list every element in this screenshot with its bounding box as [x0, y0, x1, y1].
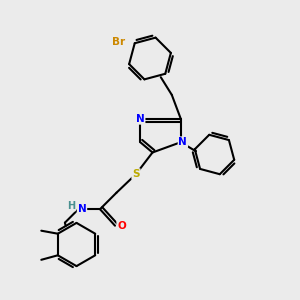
Text: N: N	[136, 114, 145, 124]
Text: H: H	[67, 201, 75, 211]
Text: Br: Br	[112, 37, 125, 47]
Text: N: N	[178, 137, 187, 147]
Text: O: O	[117, 221, 126, 231]
Text: N: N	[78, 204, 86, 214]
Text: S: S	[132, 169, 140, 179]
